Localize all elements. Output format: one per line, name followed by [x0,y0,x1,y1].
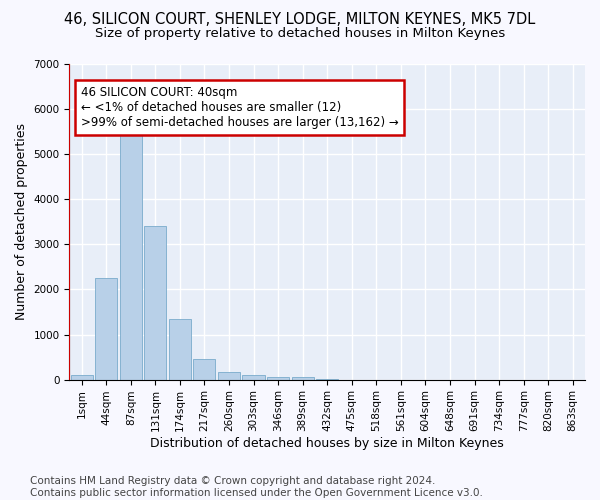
Bar [95,278,117,380]
Text: Size of property relative to detached houses in Milton Keynes: Size of property relative to detached ho… [95,28,505,40]
Y-axis label: Number of detached properties: Number of detached properties [15,124,28,320]
Text: Contains HM Land Registry data © Crown copyright and database right 2024.
Contai: Contains HM Land Registry data © Crown c… [30,476,483,498]
Text: 46 SILICON COURT: 40sqm
← <1% of detached houses are smaller (12)
>99% of semi-d: 46 SILICON COURT: 40sqm ← <1% of detache… [80,86,398,129]
Bar [292,378,314,380]
Bar [71,375,93,380]
X-axis label: Distribution of detached houses by size in Milton Keynes: Distribution of detached houses by size … [151,437,504,450]
Bar [193,360,215,380]
Bar [218,372,240,380]
Text: 46, SILICON COURT, SHENLEY LODGE, MILTON KEYNES, MK5 7DL: 46, SILICON COURT, SHENLEY LODGE, MILTON… [64,12,536,28]
Bar [144,226,166,380]
Bar [169,318,191,380]
Bar [242,375,265,380]
Bar [120,134,142,380]
Bar [267,378,289,380]
